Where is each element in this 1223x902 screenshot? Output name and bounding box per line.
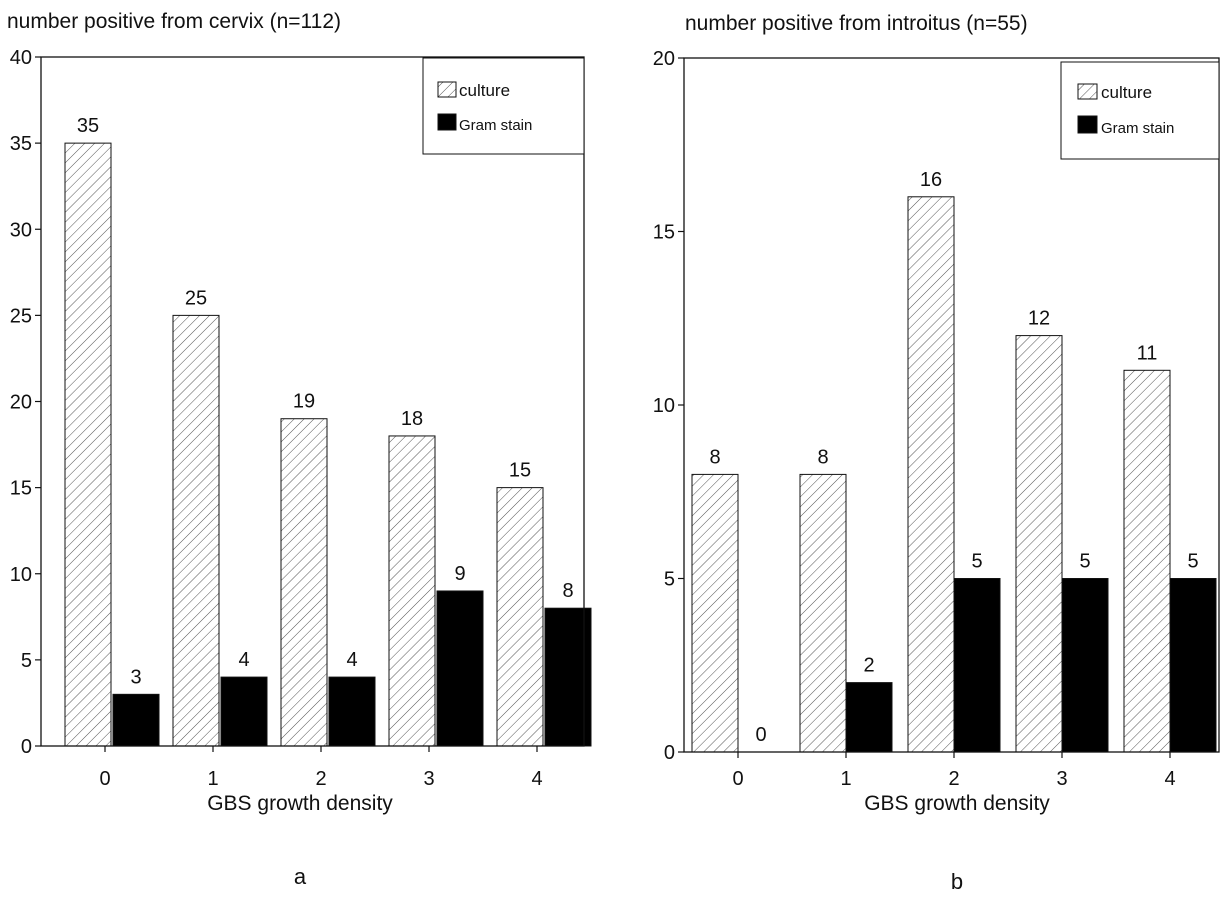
- chart-b-culture-value-label: 16: [920, 169, 942, 191]
- chart-b-gram-stain-value-label: 2: [863, 655, 874, 677]
- chart-a-y-tick-label: 30: [10, 219, 32, 241]
- chart-a-legend-gram-label: Gram stain: [459, 117, 532, 134]
- chart-b-y-tick-label: 5: [664, 569, 675, 591]
- chart-a-legend: culture Gram stain: [422, 57, 585, 155]
- chart-a-culture-bar: [64, 142, 112, 747]
- chart-a-culture-bar: [280, 418, 328, 747]
- chart-a-legend-frame: [422, 57, 585, 155]
- chart-a-y-tick-label: 5: [21, 650, 32, 672]
- chart-a-title: number positive from cervix (n=112): [7, 10, 341, 33]
- chart-b-y-tick-label: 20: [653, 48, 675, 70]
- chart-a-gram-stain-value-label: 8: [562, 580, 573, 602]
- chart-a-gram-stain-bar: [328, 676, 376, 747]
- chart-a-y-tick-label: 25: [10, 305, 32, 327]
- chart-b-y-tick-label: 10: [653, 395, 675, 417]
- chart-a-x-tick-label: 4: [531, 768, 542, 790]
- chart-panel-b: number positive from introitus (n=55) 0 5…: [653, 12, 1220, 894]
- chart-a-y-tick-label: 0: [21, 736, 32, 758]
- chart-b-gram-stain-value-label: 5: [1187, 551, 1198, 573]
- chart-a-x-tick-label: 3: [423, 768, 434, 790]
- chart-b-y-axis: 0 5 10 15 20: [653, 48, 684, 764]
- chart-b-legend: culture Gram stain: [1060, 61, 1220, 160]
- chart-a-legend-culture-swatch: [437, 81, 457, 98]
- chart-a-culture-value-label: 25: [185, 287, 207, 309]
- chart-b-x-tick-label: 4: [1164, 768, 1175, 790]
- chart-b-culture-bar: [1123, 369, 1171, 753]
- chart-b-x-axis: 0 1 2 3 4: [732, 752, 1176, 790]
- chart-b-gram-stain-bar: [1061, 578, 1109, 753]
- chart-a-culture-value-label: 19: [293, 391, 315, 413]
- chart-a-culture-value-label: 15: [509, 460, 531, 482]
- chart-a-x-tick-label: 1: [207, 768, 218, 790]
- chart-a-x-axis-label: GBS growth density: [207, 792, 393, 815]
- chart-a-y-axis: 0 5 10 15 20 25 30 35 40: [10, 47, 41, 758]
- chart-b-legend-culture-label: culture: [1101, 83, 1152, 102]
- chart-a-y-tick-label: 35: [10, 133, 32, 155]
- chart-b-plot-frame: [683, 57, 1220, 753]
- chart-b-x-tick-label: 1: [840, 768, 851, 790]
- chart-a-gram-stain-value-label: 3: [130, 666, 141, 688]
- chart-a-legend-gram-swatch: [437, 113, 457, 131]
- chart-a-culture-bar: [496, 487, 544, 747]
- chart-a-culture-value-label: 18: [401, 408, 423, 430]
- chart-b-legend-frame: [1060, 61, 1220, 160]
- chart-b-culture-value-label: 12: [1028, 308, 1050, 330]
- chart-b-legend-gram-swatch: [1077, 115, 1098, 134]
- chart-panel-a: number positive from cervix (n=112) 0510…: [7, 10, 592, 889]
- chart-b-culture-value-label: 8: [709, 446, 720, 468]
- chart-b-data-labels: 8 0 8 2 16 5 12 5 11 5: [709, 169, 1198, 746]
- chart-a-gram-stain-bar: [544, 607, 592, 747]
- chart-b-x-axis-label: GBS growth density: [864, 792, 1050, 815]
- chart-b-legend-culture-swatch: [1077, 83, 1098, 100]
- chart-b-legend-gram-label: Gram stain: [1101, 120, 1174, 137]
- chart-b-gram-stain-bar: [953, 578, 1001, 753]
- chart-a-gram-stain-bar: [112, 693, 160, 747]
- chart-b-gram-stain-bar: [845, 682, 893, 753]
- chart-b-gram-stain-bar: [1169, 578, 1217, 753]
- chart-a-x-tick-label: 2: [315, 768, 326, 790]
- chart-a-culture-value-label: 35: [77, 115, 99, 137]
- chart-b-x-tick-label: 0: [732, 768, 743, 790]
- chart-a-panel-label: a: [294, 864, 307, 889]
- chart-a-gram-stain-bar: [220, 676, 268, 747]
- chart-a-data-labels: 35 3 25 4 19 4 18 9 15 8: [77, 115, 574, 688]
- chart-a-y-tick-label: 20: [10, 392, 32, 414]
- chart-a-gram-stain-value-label: 4: [238, 649, 249, 671]
- chart-a-culture-bar: [172, 314, 220, 747]
- chart-a-x-axis: 0 1 2 3 4: [99, 746, 543, 790]
- chart-a-bars: [64, 142, 592, 747]
- chart-b-bars: [691, 196, 1217, 753]
- chart-a-plot-frame: [40, 56, 585, 747]
- chart-b-culture-value-label: 8: [817, 446, 828, 468]
- chart-b-x-tick-label: 2: [948, 768, 959, 790]
- chart-a-y-tick-label: 10: [10, 564, 32, 586]
- chart-b-culture-value-label: 11: [1137, 342, 1158, 364]
- chart-b-panel-label: b: [951, 869, 963, 894]
- chart-b-gram-stain-value-label: 5: [1079, 551, 1090, 573]
- chart-a-gram-stain-value-label: 4: [346, 649, 357, 671]
- chart-a-culture-bar: [388, 435, 436, 747]
- chart-b-culture-bar: [691, 473, 739, 753]
- chart-b-culture-bar: [799, 473, 847, 753]
- chart-a-gram-stain-bar: [436, 590, 484, 747]
- chart-b-gram-stain-value-label: 5: [971, 551, 982, 573]
- chart-b-gram-stain-value-label: 0: [755, 724, 766, 746]
- chart-b-title: number positive from introitus (n=55): [685, 12, 1028, 35]
- chart-a-y-tick-label: 15: [10, 478, 32, 500]
- chart-b-culture-bar: [1015, 335, 1063, 753]
- chart-a-y-tick-label: 40: [10, 47, 32, 69]
- chart-b-y-tick-label: 0: [664, 742, 675, 764]
- chart-b-culture-bar: [907, 196, 955, 753]
- chart-a-legend-culture-label: culture: [459, 81, 510, 100]
- chart-a-x-tick-label: 0: [99, 768, 110, 790]
- chart-b-x-tick-label: 3: [1056, 768, 1067, 790]
- chart-b-y-tick-label: 15: [653, 222, 675, 244]
- chart-a-gram-stain-value-label: 9: [454, 563, 465, 585]
